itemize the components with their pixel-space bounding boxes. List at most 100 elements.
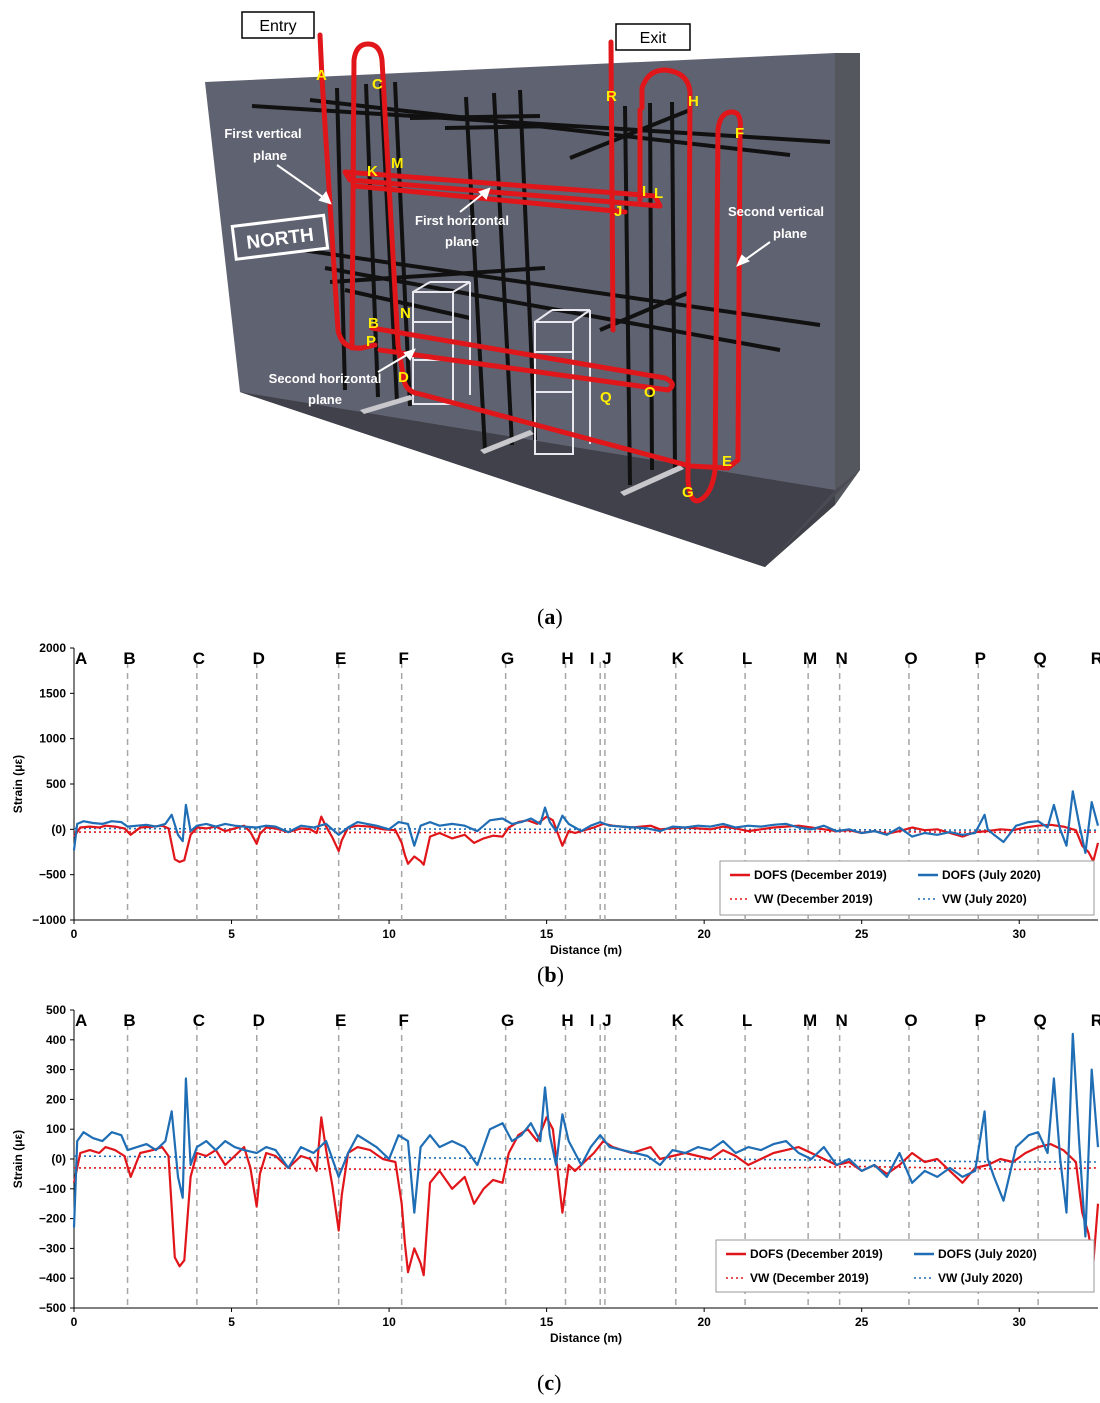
marker-label: R bbox=[1091, 649, 1100, 668]
block-illustration: A B C D E F G H I J K L M N O P Q R Entr… bbox=[205, 11, 860, 567]
marker-label: D bbox=[253, 1011, 265, 1030]
marker-label: H bbox=[561, 649, 573, 668]
marker-label: R bbox=[1091, 1011, 1100, 1030]
entry-label: Entry bbox=[259, 18, 296, 35]
annotations: First vertical plane First horizontal pl… bbox=[224, 126, 824, 407]
marker-label: Q bbox=[1034, 1011, 1047, 1030]
y-axis-label: Strain (με) bbox=[11, 1130, 25, 1188]
y-axis-label: Strain (με) bbox=[11, 755, 25, 813]
series-line-0 bbox=[72, 1116, 1100, 1277]
x-axis-label: Distance (m) bbox=[550, 943, 622, 957]
y-tick-label: 2000 bbox=[39, 641, 66, 655]
marker-label: J bbox=[602, 649, 611, 668]
point-letter-a: A bbox=[316, 67, 327, 84]
exit-label: Exit bbox=[640, 30, 667, 47]
marker-label: I bbox=[590, 1011, 595, 1030]
marker-label: A bbox=[75, 1011, 87, 1030]
point-letter-c: C bbox=[372, 76, 383, 93]
marker-label: E bbox=[335, 649, 346, 668]
block-floor-shade bbox=[240, 392, 835, 567]
marker-label: Q bbox=[1034, 649, 1047, 668]
point-letter-g: G bbox=[682, 484, 694, 501]
point-letter-f: F bbox=[735, 125, 744, 142]
series-line-2 bbox=[74, 1165, 1099, 1171]
base-plates bbox=[360, 395, 684, 496]
x-tick-label: 30 bbox=[1013, 1315, 1027, 1329]
marker-label: C bbox=[193, 649, 205, 668]
x-tick-label: 15 bbox=[540, 1315, 554, 1329]
annotation-second-vertical-line1: Second vertical bbox=[728, 204, 824, 219]
marker-label: K bbox=[672, 1011, 685, 1030]
y-tick-label: 300 bbox=[46, 1063, 66, 1077]
rebar-chairs bbox=[412, 281, 591, 455]
legend-entry: VW (July 2020) bbox=[938, 1271, 1023, 1285]
series-line-3 bbox=[73, 827, 1098, 831]
marker-label: N bbox=[835, 1011, 847, 1030]
y-tick-label: −200 bbox=[39, 1212, 66, 1226]
point-letter-m: M bbox=[391, 155, 404, 172]
point-letters: A B C D E F G H I J K L M N O P Q R bbox=[316, 67, 744, 501]
x-tick-label: 0 bbox=[71, 1315, 78, 1329]
marker-label: M bbox=[803, 1011, 817, 1030]
panel-b-svg: −1000 −500 (0) 500 1000 1500 2000 0 5 10 15 20 25 30 D… bbox=[11, 641, 1100, 957]
marker-label: L bbox=[742, 649, 752, 668]
panel-c-label: (c) bbox=[537, 1370, 562, 1395]
x-tick-label: 20 bbox=[697, 927, 711, 941]
marker-label: K bbox=[672, 649, 685, 668]
point-letter-l: L bbox=[654, 185, 663, 202]
x-axis-label: Distance (m) bbox=[550, 1331, 622, 1345]
x-tick-label: 0 bbox=[71, 927, 78, 941]
legend-box bbox=[719, 860, 1095, 916]
legend-box bbox=[715, 1239, 1095, 1293]
x-tick-label: 15 bbox=[540, 927, 554, 941]
exit-box bbox=[615, 23, 691, 51]
marker-label: O bbox=[904, 649, 917, 668]
x-tick-label: 10 bbox=[382, 1315, 396, 1329]
marker-label: M bbox=[803, 649, 817, 668]
marker-label: O bbox=[904, 1011, 917, 1030]
legend-entry: VW (December 2019) bbox=[754, 892, 873, 906]
legend-entry: VW (July 2020) bbox=[942, 892, 1027, 906]
y-tick-label: 500 bbox=[46, 1003, 66, 1017]
legend-entry: DOFS (December 2019) bbox=[754, 868, 887, 882]
y-tick-label: −500 bbox=[39, 1301, 66, 1315]
marker-label: I bbox=[590, 649, 595, 668]
point-letter-q: Q bbox=[600, 389, 612, 406]
y-tick-label: (0) bbox=[51, 822, 66, 836]
x-tick-label: 30 bbox=[1013, 927, 1027, 941]
series-line-3 bbox=[73, 1155, 1098, 1163]
marker-label: G bbox=[501, 649, 514, 668]
y-tick-label: (0) bbox=[51, 1152, 66, 1166]
fiber-path bbox=[317, 32, 743, 504]
panel-b-chart: −1000 −500 (0) 500 1000 1500 2000 0 5 10 15 20 25 30 D… bbox=[0, 628, 1100, 987]
y-tick-label: 400 bbox=[46, 1033, 66, 1047]
panel-a-label: (a) bbox=[537, 604, 563, 629]
panel-b-label: (b) bbox=[537, 962, 564, 987]
y-tick-label: 1500 bbox=[39, 686, 66, 700]
y-tick-label: −1000 bbox=[32, 913, 66, 927]
point-letter-p: P bbox=[366, 333, 376, 350]
point-letter-d: D bbox=[398, 369, 409, 386]
marker-label: D bbox=[253, 649, 265, 668]
annotation-second-vertical-line2: plane bbox=[773, 226, 807, 241]
x-tick-label: 25 bbox=[855, 1315, 869, 1329]
x-tick-label: 5 bbox=[228, 1315, 235, 1329]
panel-c-svg: −500 −400 −300 −200 −100 (0) 100 200 300 400 500 0 5… bbox=[11, 1003, 1100, 1345]
marker-label: E bbox=[335, 1011, 346, 1030]
x-tick-label: 5 bbox=[228, 927, 235, 941]
marker-label: B bbox=[123, 649, 135, 668]
annotation-second-horizontal-line1: Second horizontal bbox=[269, 371, 382, 386]
annotation-first-horizontal-line2: plane bbox=[445, 234, 479, 249]
rebar-group bbox=[251, 81, 831, 486]
x-tick-label: 20 bbox=[697, 1315, 711, 1329]
legend-entry: DOFS (December 2019) bbox=[750, 1247, 883, 1261]
legend-entry: VW (December 2019) bbox=[750, 1271, 869, 1285]
y-tick-label: 1000 bbox=[39, 732, 66, 746]
point-letter-r: R bbox=[606, 88, 617, 105]
entry-box bbox=[241, 11, 315, 39]
point-letter-h: H bbox=[688, 93, 699, 110]
panel-c-chart: −500 −400 −300 −200 −100 (0) 100 200 300 400 500 0 5… bbox=[0, 992, 1100, 1395]
north-label-box: NORTH bbox=[230, 213, 330, 261]
annotation-first-vertical-line2: plane bbox=[253, 148, 287, 163]
marker-label: F bbox=[398, 649, 408, 668]
